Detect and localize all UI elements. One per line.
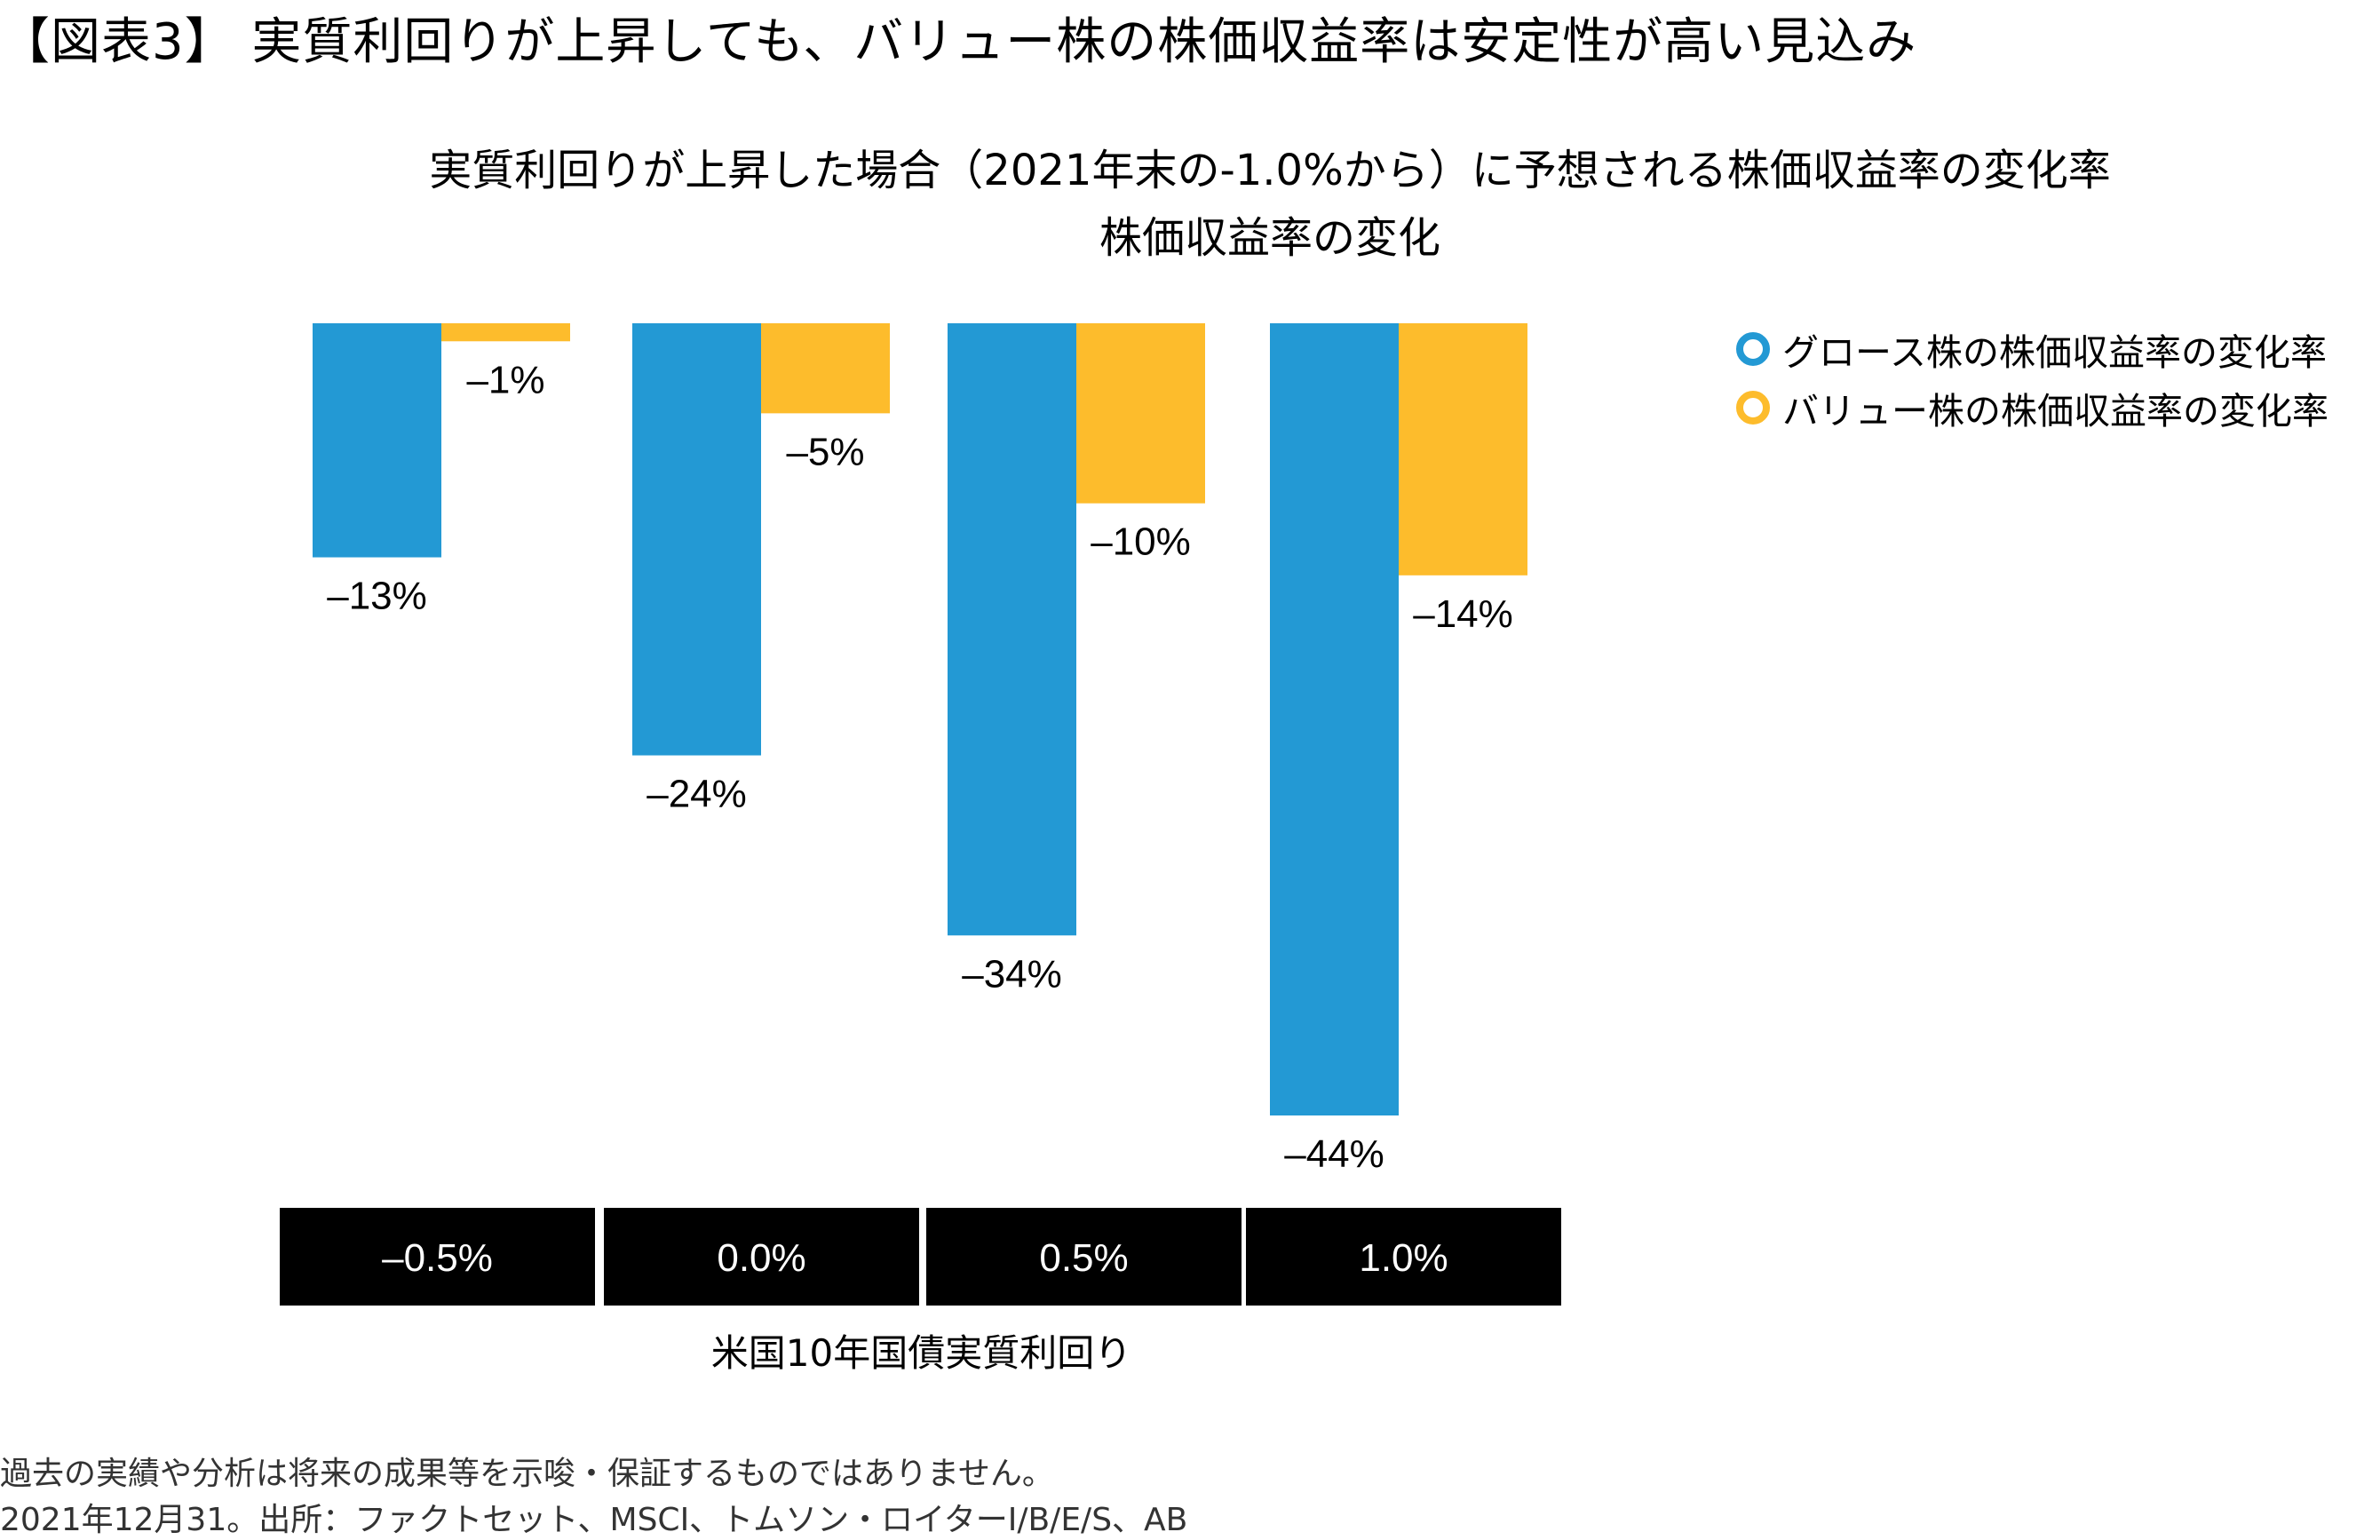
x-category-cell-4: [1246, 1208, 1561, 1306]
x-tick-label-4: 1.0%: [1359, 1236, 1448, 1280]
legend: グロース株の株価収益率の変化率 バリュー株の株価収益率の変化率: [1736, 320, 2328, 437]
x-tick-label-2: 0.0%: [717, 1236, 805, 1280]
growth-bar-3: [948, 323, 1076, 936]
x-tick-label-3: 0.5%: [1039, 1236, 1128, 1280]
legend-item-growth: グロース株の株価収益率の変化率: [1736, 320, 2328, 378]
x-category-cell-1: [280, 1208, 595, 1306]
x-category-cell-2: [604, 1208, 919, 1306]
growth-data-label-3: –34%: [962, 952, 1062, 996]
legend-label-growth: グロース株の株価収益率の変化率: [1782, 331, 2327, 374]
chart-subtitle: 株価収益率の変化: [1099, 213, 1440, 263]
growth-data-label-1: –13%: [327, 575, 427, 618]
footnote-source: 2021年12月31。出所：ファクトセット、MSCI、トムソン・ロイターI/B/…: [0, 1502, 1188, 1538]
footnote-disclaimer: 過去の実績や分析は将来の成果等を示唆・保証するものではありません。: [0, 1456, 1054, 1492]
legend-marker-value: [1736, 391, 1770, 425]
value-data-label-4: –14%: [1413, 592, 1513, 636]
x-tick-label-1: –0.5%: [382, 1236, 493, 1280]
value-bar-4: [1399, 323, 1527, 576]
value-bar-3: [1076, 323, 1205, 504]
value-data-label-3: –10%: [1091, 520, 1191, 564]
x-axis-label: 米国10年国債実質利回り: [710, 1331, 1132, 1375]
growth-data-label-2: –24%: [647, 773, 747, 816]
value-bar-1: [441, 323, 570, 342]
value-data-label-2: –5%: [786, 430, 864, 473]
growth-bar-1: [313, 323, 441, 558]
legend-item-value: バリュー株の株価収益率の変化率: [1736, 378, 2328, 437]
growth-data-label-4: –44%: [1284, 1132, 1384, 1176]
chart-title: 実質利回りが上昇した場合（2021年末の-1.0%から）に予想される株価収益率の…: [429, 146, 2111, 195]
growth-bar-4: [1270, 323, 1399, 1115]
growth-bar-2: [632, 323, 761, 756]
x-category-cell-3: [926, 1208, 1242, 1306]
figure-title: 【図表3】 実質利回りが上昇しても、バリュー株の株価収益率は安定性が高い見込み: [0, 13, 1917, 71]
legend-marker-growth: [1736, 332, 1770, 366]
value-bar-2: [761, 323, 890, 414]
value-data-label-1: –1%: [466, 358, 544, 401]
legend-label-value: バリュー株の株価収益率の変化率: [1782, 390, 2328, 433]
